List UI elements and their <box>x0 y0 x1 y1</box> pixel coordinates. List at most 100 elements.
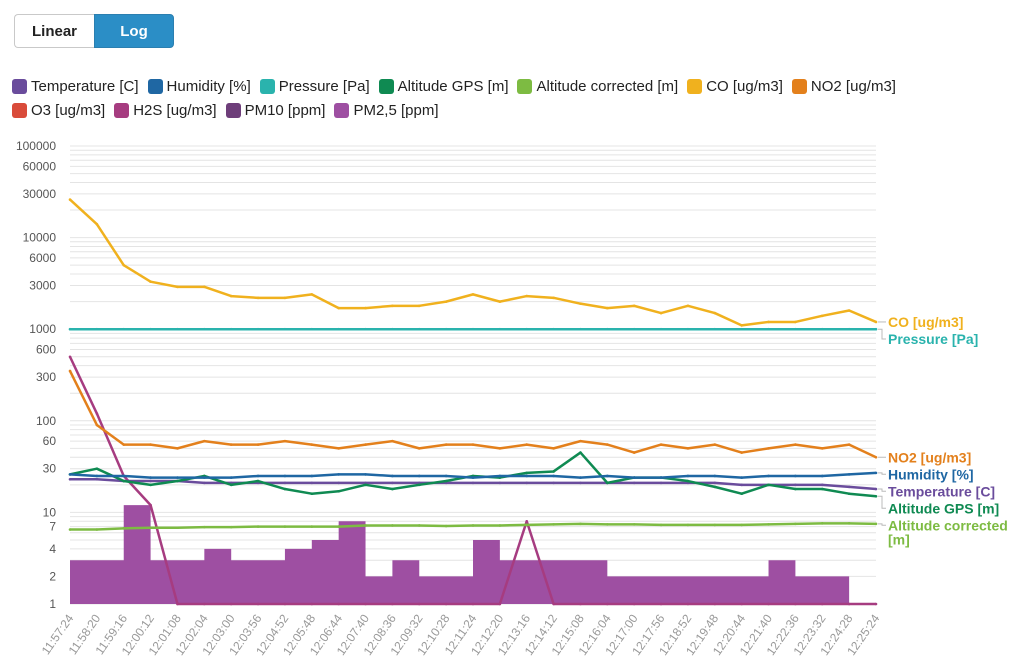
data-point <box>149 479 152 483</box>
data-point <box>740 327 743 331</box>
data-point <box>713 523 717 527</box>
legend-item[interactable]: NO2 [ug/m3] <box>791 76 896 96</box>
data-point <box>579 602 582 606</box>
data-point <box>579 302 582 305</box>
legend-item[interactable]: Altitude corrected [m] <box>517 76 678 96</box>
legend-swatch <box>12 78 27 94</box>
data-point <box>659 327 663 331</box>
data-point <box>417 483 421 487</box>
y-tick-label: 2 <box>49 569 56 583</box>
data-point <box>552 474 555 478</box>
series-end-label: Altitude GPS [m] <box>888 500 999 516</box>
data-point <box>740 492 743 496</box>
legend-item[interactable]: O3 [ug/m3] <box>12 100 105 120</box>
data-point <box>256 525 260 528</box>
data-point <box>820 314 824 318</box>
label-connector <box>878 488 886 492</box>
data-point <box>606 327 609 331</box>
legend-label: PM2,5 [ppm] <box>353 101 439 119</box>
data-point <box>552 523 555 526</box>
data-point <box>95 528 99 531</box>
data-point <box>122 263 126 267</box>
data-point <box>283 296 287 300</box>
legend-item[interactable]: Altitude GPS [m] <box>378 76 508 96</box>
data-point <box>364 524 367 527</box>
data-point <box>95 467 99 470</box>
data-point <box>95 412 99 415</box>
data-point <box>606 523 609 526</box>
legend-item[interactable]: PM2,5 [ppm] <box>334 100 439 120</box>
data-point <box>122 327 126 331</box>
data-point <box>283 487 287 491</box>
data-point <box>256 327 260 331</box>
data-point <box>579 481 582 485</box>
data-point <box>686 304 690 308</box>
series-end-label: Pressure [Pa] <box>888 331 978 347</box>
data-point <box>283 525 287 528</box>
y-tick-label: 1 <box>49 597 56 611</box>
legend-item[interactable]: Humidity [%] <box>147 76 251 96</box>
data-point <box>767 602 770 606</box>
data-point <box>552 327 555 331</box>
data-point <box>552 470 555 473</box>
data-point <box>525 519 529 523</box>
data-point <box>391 474 394 478</box>
data-point <box>337 473 340 476</box>
data-point <box>149 327 152 331</box>
series-end-label: CO [ug/m3] <box>888 314 963 330</box>
data-point <box>794 327 797 331</box>
data-point <box>229 483 233 487</box>
legend-item[interactable]: H2S [ug/m3] <box>114 100 217 120</box>
data-point <box>713 311 717 315</box>
data-point <box>391 487 394 491</box>
data-point <box>794 602 797 606</box>
linear-scale-button[interactable]: Linear <box>14 14 94 48</box>
data-point <box>364 602 367 606</box>
legend-swatch <box>687 78 703 94</box>
data-point <box>632 327 636 331</box>
data-point <box>525 474 529 478</box>
data-point <box>525 523 529 527</box>
data-point <box>552 481 555 485</box>
label-connector <box>878 472 886 475</box>
legend-item[interactable]: PM10 [ppm] <box>225 100 325 120</box>
data-point <box>122 479 126 483</box>
y-tick-label: 30 <box>43 462 57 476</box>
data-point <box>794 320 797 324</box>
legend-item[interactable]: Pressure [Pa] <box>259 76 370 96</box>
legend-item[interactable]: Temperature [C] <box>12 76 139 96</box>
data-point <box>122 474 126 478</box>
data-point <box>659 311 663 315</box>
series-end-label: Humidity [%] <box>888 466 974 482</box>
data-point <box>444 300 448 303</box>
data-point <box>95 327 99 331</box>
data-point <box>203 602 206 606</box>
data-point <box>283 602 287 606</box>
data-point <box>68 473 72 476</box>
data-point <box>820 447 824 450</box>
data-point <box>176 285 179 289</box>
data-point <box>713 443 717 446</box>
y-tick-label: 7 <box>49 520 56 534</box>
series-line <box>69 451 877 498</box>
data-point <box>874 487 878 491</box>
data-point <box>68 327 72 331</box>
data-point <box>874 522 878 526</box>
data-point <box>820 522 824 525</box>
y-tick-label: 300 <box>36 370 56 384</box>
data-point <box>659 523 663 527</box>
chart-legend: Temperature [C] Humidity [%] Pressure [Pa]… <box>12 76 972 120</box>
data-point <box>149 476 152 479</box>
data-point <box>794 474 797 478</box>
data-point <box>847 492 851 496</box>
log-scale-button[interactable]: Log <box>94 14 174 48</box>
series-line <box>69 198 877 327</box>
data-point <box>283 474 287 478</box>
legend-item[interactable]: CO [ug/m3] <box>687 76 783 96</box>
data-point <box>256 474 260 478</box>
data-point <box>283 327 287 331</box>
data-point <box>659 481 663 485</box>
data-point <box>391 304 394 308</box>
data-point <box>444 602 448 606</box>
data-point <box>203 439 206 443</box>
